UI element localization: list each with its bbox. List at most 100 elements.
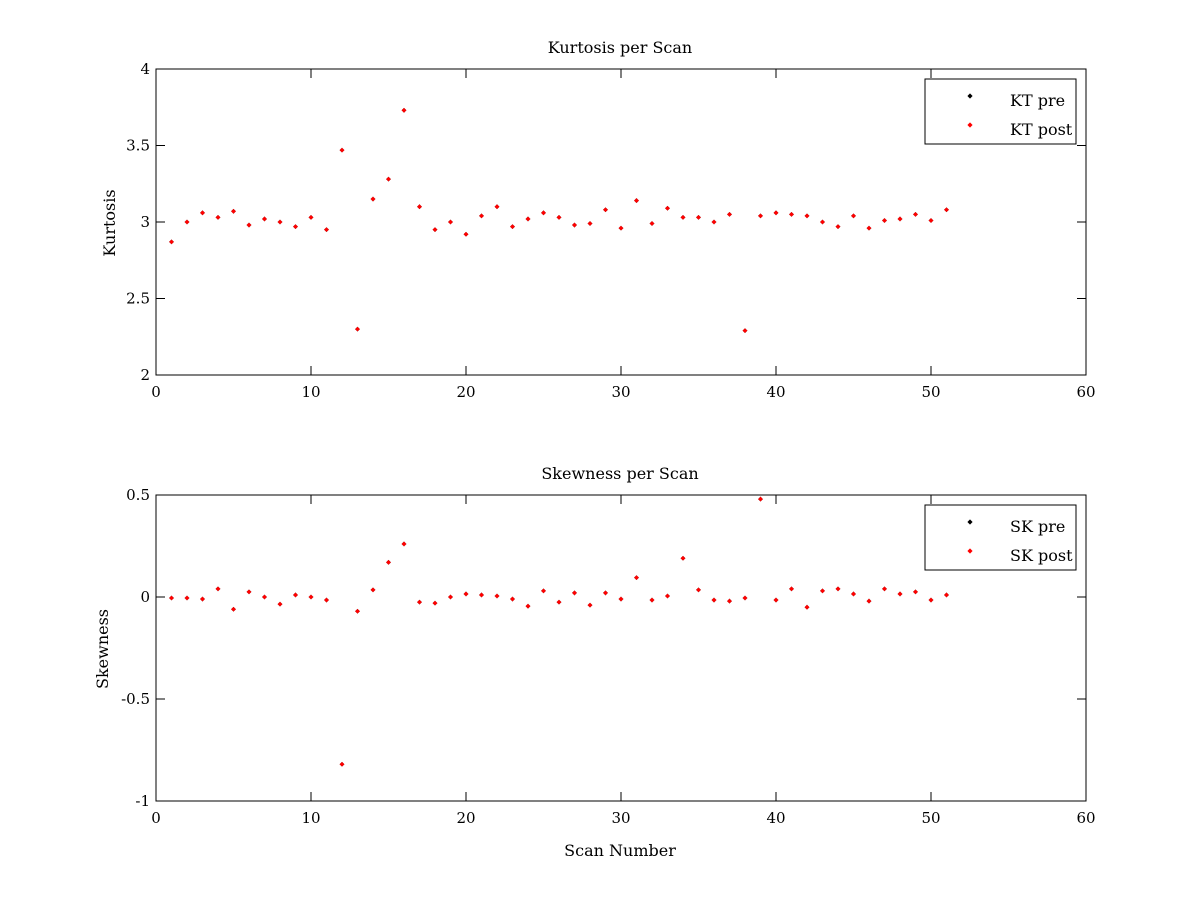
marker-post <box>277 219 283 225</box>
marker-post <box>851 213 856 219</box>
marker-post <box>696 587 701 593</box>
legend-marker-post <box>967 548 973 554</box>
legend-label-post: KT post <box>1010 120 1073 139</box>
y-tick-label: -1 <box>135 792 150 810</box>
marker-post <box>665 205 670 211</box>
skewness-panel: Skewness per Scan Skewness Scan Number 0… <box>93 464 1096 860</box>
marker-post <box>618 596 624 602</box>
kurtosis-panel: Kurtosis per Scan Kurtosis 0 10 20 30 40 50 60… <box>100 38 1096 401</box>
marker-post <box>479 213 484 219</box>
marker-post <box>820 588 825 594</box>
legend-label-pre: SK pre <box>1010 517 1065 536</box>
y-tick-label: -0.5 <box>121 690 150 708</box>
marker-post <box>897 591 903 597</box>
marker-post <box>215 586 221 592</box>
marker-post <box>417 599 422 605</box>
marker-post <box>727 211 732 217</box>
marker-post <box>556 215 562 220</box>
marker-post <box>401 541 407 547</box>
marker-post <box>510 596 515 602</box>
marker-post <box>944 592 949 598</box>
marker-post <box>339 147 345 153</box>
marker-post <box>370 196 376 202</box>
legend-marker-pre <box>967 93 973 99</box>
marker-post <box>727 598 732 604</box>
marker-post <box>541 588 546 594</box>
marker-post <box>572 590 577 596</box>
marker-post <box>835 224 841 229</box>
marker-post <box>262 216 267 222</box>
x-tick-label: 40 <box>766 809 785 827</box>
marker-post <box>184 219 190 225</box>
marker-post <box>246 222 252 228</box>
marker-post <box>308 594 314 600</box>
marker-post <box>649 597 655 603</box>
marker-post <box>789 586 794 592</box>
marker-post <box>773 210 779 216</box>
marker-post <box>231 606 236 612</box>
marker-post <box>308 215 314 220</box>
y-tick-label: 0 <box>140 588 150 606</box>
x-tick-label: 10 <box>301 383 320 401</box>
marker-post <box>804 604 810 610</box>
marker-post <box>649 221 655 226</box>
marker-post <box>200 596 205 602</box>
marker-post <box>572 222 577 228</box>
x-tick-label: 30 <box>611 809 630 827</box>
marker-post <box>262 594 267 600</box>
x-axis-label: Scan Number <box>564 841 676 860</box>
y-axis-label: Kurtosis <box>100 189 119 256</box>
marker-post <box>494 593 500 599</box>
marker-post <box>370 587 376 593</box>
marker-post <box>324 597 329 603</box>
marker-post <box>293 224 298 229</box>
marker-post <box>835 586 841 592</box>
y-tick-label: 3.5 <box>126 137 150 155</box>
marker-post <box>339 761 345 767</box>
marker-post <box>603 590 608 596</box>
marker-post <box>665 593 670 599</box>
marker-post <box>944 207 949 213</box>
marker-post <box>293 592 298 598</box>
marker-post <box>680 555 686 561</box>
marker-post <box>913 589 918 595</box>
marker-post <box>851 591 856 597</box>
marker-post <box>448 594 453 600</box>
legend: SK pre SK post <box>924 504 1077 571</box>
x-tick-label: 40 <box>766 383 785 401</box>
marker-post <box>200 210 205 216</box>
marker-post <box>820 219 825 225</box>
x-tick-label: 0 <box>151 809 161 827</box>
marker-post <box>432 227 438 233</box>
marker-post <box>494 204 500 210</box>
marker-post <box>913 211 918 217</box>
marker-post <box>479 592 484 598</box>
marker-post <box>928 597 934 603</box>
marker-post <box>587 221 593 226</box>
marker-post <box>184 595 190 601</box>
x-tick-label: 50 <box>921 383 940 401</box>
marker-post <box>401 107 407 113</box>
data-markers <box>169 496 949 767</box>
y-tick-label: 4 <box>140 60 150 78</box>
x-tick-label: 60 <box>1076 383 1095 401</box>
legend-marker-pre <box>967 519 973 525</box>
x-tick-label: 50 <box>921 809 940 827</box>
marker-post <box>215 215 221 220</box>
marker-post <box>541 210 546 216</box>
marker-post <box>169 595 174 601</box>
y-tick-label: 3 <box>140 213 150 231</box>
marker-post <box>432 600 438 606</box>
marker-post <box>866 225 872 231</box>
marker-post <box>355 608 360 614</box>
y-tick-label: 2.5 <box>126 290 150 308</box>
marker-post <box>742 595 748 601</box>
marker-post <box>510 224 515 229</box>
marker-post <box>246 589 252 595</box>
x-tick-label: 10 <box>301 809 320 827</box>
marker-post <box>634 198 639 203</box>
marker-post <box>324 227 329 233</box>
marker-post <box>169 239 174 245</box>
plot-title: Skewness per Scan <box>541 464 698 483</box>
